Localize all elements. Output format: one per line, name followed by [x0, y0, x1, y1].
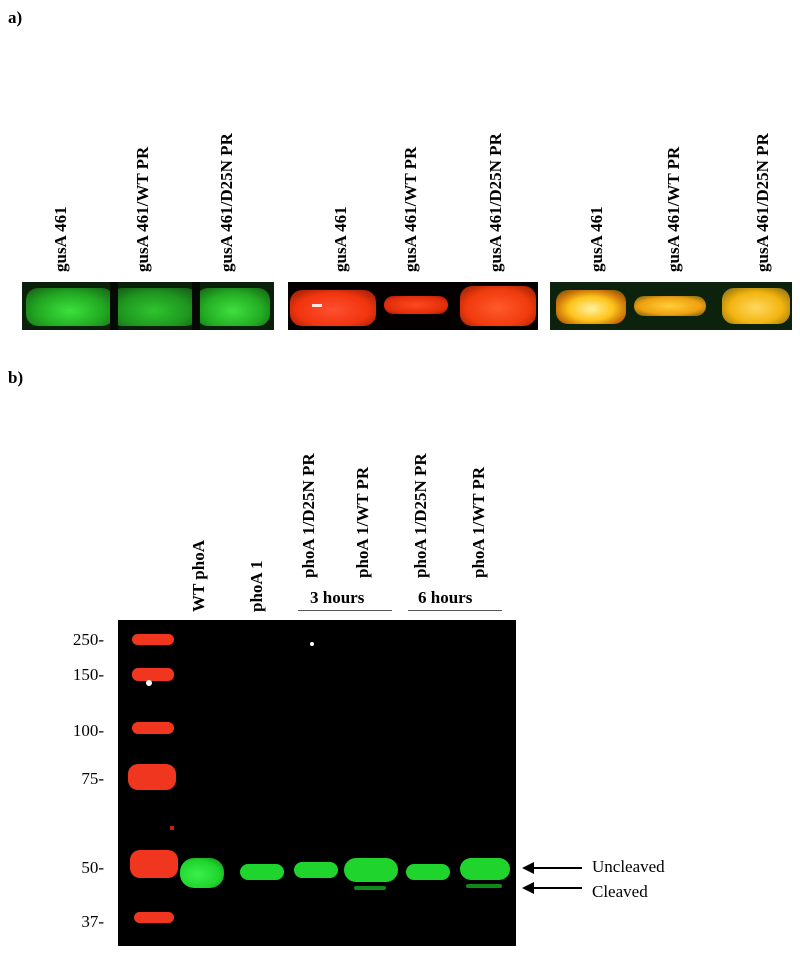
lane-label: phoA 1/WT PR [353, 466, 372, 578]
ladder-band-37 [134, 912, 174, 923]
band-uncleaved [344, 858, 398, 882]
lane-label: gusA 461/D25N PR [486, 133, 505, 272]
panel-b-label: b) [8, 368, 24, 387]
lane-label: gusA 461/D25N PR [217, 133, 236, 272]
band [384, 296, 448, 314]
cleaved-label: Cleaved [592, 882, 648, 901]
mw-label-50: 50- [81, 858, 104, 877]
mw-label-75: 75- [81, 769, 104, 788]
band [556, 290, 626, 324]
western-blot-gel [118, 620, 516, 946]
lane-label: gusA 461 [51, 206, 70, 272]
mw-label-250: 250- [72, 630, 104, 649]
lane-label: phoA 1 [247, 560, 266, 613]
time-group-3h: 3 hours [310, 588, 365, 607]
band-cleaved [466, 884, 502, 888]
lane-label: phoA 1/D25N PR [299, 453, 318, 578]
lane-label: phoA 1/D25N PR [411, 453, 430, 578]
lane-label: gusA 461/D25N PR [753, 133, 772, 272]
lane-label: gusA 461/WT PR [401, 146, 420, 272]
ladder-band-100 [132, 722, 174, 734]
lane-label: WT phoA [189, 540, 208, 612]
gel-strip-green [22, 282, 274, 330]
band [26, 288, 114, 326]
time-group-line [408, 610, 502, 611]
band [110, 288, 198, 326]
band-uncleaved [240, 864, 284, 880]
lane-label: gusA 461/WT PR [133, 146, 152, 272]
band-uncleaved [406, 864, 450, 880]
ladder-band-50 [130, 850, 178, 878]
lane-label: gusA 461 [331, 206, 350, 272]
band [196, 288, 270, 326]
lane-label: gusA 461/WT PR [664, 146, 683, 272]
lane-label: gusA 461 [587, 206, 606, 272]
ladder-band-250 [132, 634, 174, 645]
time-group-6h: 6 hours [418, 588, 473, 607]
arrow-head-icon [522, 862, 534, 874]
ladder-band-150 [132, 668, 174, 681]
band-uncleaved [460, 858, 510, 880]
gel-strip-red [288, 282, 538, 330]
band-uncleaved [180, 858, 224, 888]
time-group-line [298, 610, 392, 611]
band [290, 290, 376, 326]
arrow-head-icon [522, 882, 534, 894]
band-cleaved [354, 886, 386, 890]
mw-label-37: 37- [81, 912, 104, 931]
band [460, 286, 536, 326]
panel-a-label: a) [8, 8, 23, 27]
uncleaved-label: Uncleaved [592, 857, 665, 876]
band-uncleaved [294, 862, 338, 878]
gel-strip-merge [550, 282, 792, 330]
arrows [522, 862, 582, 894]
band [722, 288, 790, 324]
mw-label-100: 100- [72, 721, 104, 740]
band [634, 296, 706, 316]
ladder-band-75 [128, 764, 176, 790]
lane-label: phoA 1/WT PR [469, 466, 488, 578]
mw-label-150: 150- [72, 665, 104, 684]
